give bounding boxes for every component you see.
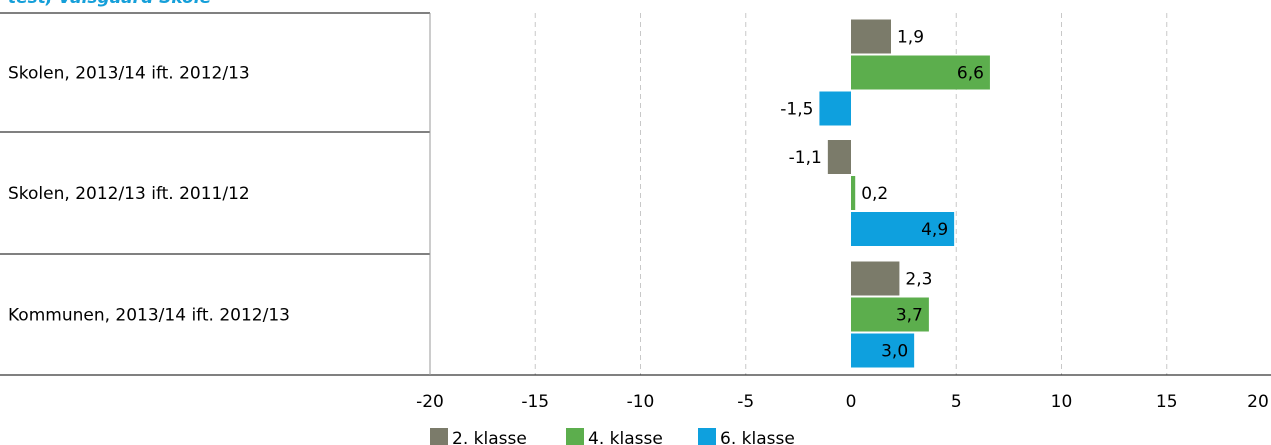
x-tick-label: 5	[951, 392, 962, 412]
grid-lines	[534, 13, 1168, 375]
x-tick-label: 20	[1247, 392, 1269, 412]
bar	[851, 55, 990, 90]
x-tick-label: -15	[521, 392, 549, 412]
bar	[851, 176, 856, 210]
data-label: 2,3	[905, 270, 932, 290]
data-label: 3,7	[896, 306, 923, 326]
bar	[851, 261, 900, 296]
category-label: Skolen, 2012/13 ift. 2011/12	[8, 184, 250, 204]
category-rows: Skolen, 2013/14 ift. 2012/13 Skolen, 2012…	[0, 12, 1271, 376]
legend-label: 2. klasse	[452, 429, 527, 445]
data-label: 1,9	[897, 28, 924, 48]
category-label: Kommunen, 2013/14 ift. 2012/13	[8, 306, 290, 326]
x-tick-label: 15	[1156, 392, 1178, 412]
legend-swatch	[698, 428, 716, 445]
x-axis-ticks: -20 -15 -10 -5 0 5 10 15 20	[416, 392, 1269, 412]
legend-swatch	[566, 428, 584, 445]
x-tick-label: -10	[627, 392, 655, 412]
bar	[851, 333, 915, 368]
chart-title: test, Valsgaard Skole	[8, 0, 211, 8]
data-label: 4,9	[921, 220, 948, 240]
legend-swatch	[430, 428, 448, 445]
bar	[851, 297, 929, 332]
x-tick-label: -20	[416, 392, 444, 412]
bar	[851, 19, 891, 54]
category-label: Skolen, 2013/14 ift. 2012/13	[8, 64, 250, 84]
bar	[851, 212, 955, 246]
data-label: -1,5	[780, 100, 813, 120]
legend-label: 4. klasse	[588, 429, 663, 445]
x-tick-label: -5	[737, 392, 754, 412]
data-label: 6,6	[957, 64, 984, 84]
bars: 1,9 6,6 -1,5 -1,1 0,2 4,9 2,3 3,7 3,0	[780, 19, 990, 368]
legend-label: 6. klasse	[720, 429, 795, 445]
x-tick-label: 10	[1051, 392, 1073, 412]
data-label: 3,0	[881, 342, 908, 362]
bar	[819, 91, 851, 126]
data-label: -1,1	[789, 148, 822, 168]
data-label: 0,2	[861, 184, 888, 204]
x-tick-label: 0	[846, 392, 857, 412]
bar	[827, 140, 851, 174]
legend: 2. klasse 4. klasse 6. klasse	[430, 428, 795, 445]
